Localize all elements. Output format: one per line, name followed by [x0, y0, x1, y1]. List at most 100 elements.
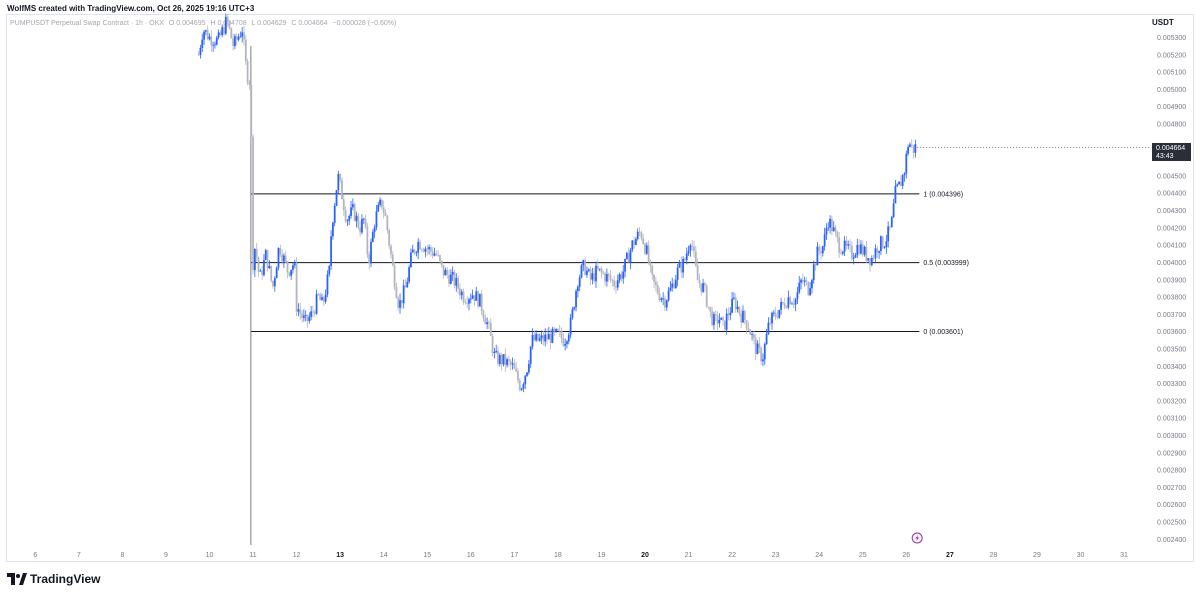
candle-body — [654, 281, 657, 286]
fib-level-label: 0.5 (0.003999) — [923, 260, 969, 267]
candle-body — [870, 257, 873, 266]
candle-body — [783, 303, 786, 308]
candle-body — [727, 313, 730, 316]
candle-body — [397, 297, 400, 308]
candle-body — [459, 288, 461, 296]
time-tick-label: 7 — [77, 552, 81, 559]
candle-body — [665, 300, 668, 308]
candle-body — [348, 215, 351, 221]
price-tick-label: 0.003600 — [1157, 329, 1186, 336]
candle-body — [330, 236, 332, 266]
candle-body — [244, 39, 247, 62]
candle-body — [836, 231, 839, 238]
candle-body — [480, 293, 483, 312]
candle-body — [914, 144, 917, 153]
candle-body — [533, 335, 536, 341]
symbol-description[interactable]: PUMPUSDT Perpetual Swap Contract · 1h · … — [10, 20, 164, 27]
candle-body — [738, 306, 741, 314]
candle-body — [660, 298, 663, 301]
candle-body — [437, 254, 440, 256]
candle-body — [742, 310, 744, 323]
candle-body — [887, 226, 890, 242]
candle-body — [722, 317, 724, 321]
candle-body — [624, 258, 626, 272]
candle-body — [800, 279, 802, 283]
fib-level-label: 1 (0.004396) — [923, 191, 963, 198]
candle-body — [892, 203, 895, 218]
price-axis: 0.005300 0.005200 0.005100 0.005000 0.004900… — [1157, 35, 1186, 544]
open-value: O 0.004695 — [168, 20, 206, 27]
candle-body — [707, 306, 710, 308]
candle-body — [910, 144, 913, 146]
candle-body — [326, 274, 329, 295]
candle-body — [838, 237, 841, 253]
candle-body — [881, 236, 884, 248]
candle-body — [769, 322, 772, 324]
candle-body — [357, 215, 360, 228]
candle-body — [694, 251, 697, 266]
candle-body — [771, 312, 773, 324]
candle-body — [874, 248, 877, 259]
lightning-glyph — [915, 535, 920, 541]
currency-label[interactable]: USDT — [1152, 18, 1174, 27]
candle-body — [767, 322, 770, 334]
time-tick-label: 22 — [728, 552, 736, 559]
candle-body — [729, 312, 732, 316]
candle-body — [751, 334, 753, 336]
candle-body — [468, 299, 470, 304]
time-tick-label: 19 — [598, 552, 606, 559]
candle-body — [475, 291, 478, 301]
candle-body — [593, 273, 596, 282]
candle-body — [234, 36, 236, 47]
candle-body — [582, 260, 585, 266]
candle-body — [221, 27, 224, 36]
candle-body — [807, 281, 810, 296]
candle-body — [780, 302, 782, 310]
candle-body — [239, 36, 242, 38]
price-tick-label: 0.004300 — [1157, 208, 1186, 215]
candle-body — [878, 251, 880, 253]
candle-body — [635, 239, 637, 245]
candle-body — [252, 136, 254, 271]
candle-body — [232, 38, 234, 47]
candle-body — [791, 303, 793, 305]
time-tick-label: 15 — [423, 552, 431, 559]
candle-body — [821, 246, 824, 254]
candle-body — [542, 335, 545, 342]
candle-body — [513, 363, 516, 369]
candle-body — [446, 269, 449, 275]
candle-body — [747, 328, 750, 331]
candle-body — [576, 286, 579, 291]
candle-body — [286, 261, 289, 273]
candle-body — [589, 269, 592, 280]
candle-body — [478, 293, 481, 307]
candle-body — [693, 246, 695, 252]
candle-body — [504, 354, 507, 366]
candle-body — [424, 248, 427, 252]
candle-body — [698, 280, 701, 284]
candle-body — [293, 263, 296, 266]
tradingview-logo[interactable]: TradingView — [7, 571, 100, 587]
candle-body — [439, 255, 441, 261]
candle-body — [431, 251, 434, 256]
candle-body — [312, 311, 314, 313]
candle-body — [586, 270, 588, 275]
candle-body — [257, 257, 260, 272]
candle-body — [658, 293, 661, 301]
candle-body — [379, 199, 381, 205]
chart-pane[interactable] — [6, 14, 1194, 562]
candle-body — [373, 227, 376, 232]
fib-levels: 1 (0.004396) 0.5 (0.003999) 0 (0.003601) — [250, 46, 1150, 545]
time-tick-label: 27 — [946, 552, 954, 559]
candle-body — [268, 265, 271, 269]
candle-body — [292, 265, 294, 270]
candle-body — [371, 231, 374, 242]
candle-body — [611, 279, 614, 281]
candle-body — [502, 354, 505, 365]
candle-body — [674, 279, 677, 289]
candle-body — [680, 262, 683, 273]
candle-body — [662, 298, 665, 300]
candle-body — [531, 335, 534, 347]
candle-body — [482, 311, 485, 319]
